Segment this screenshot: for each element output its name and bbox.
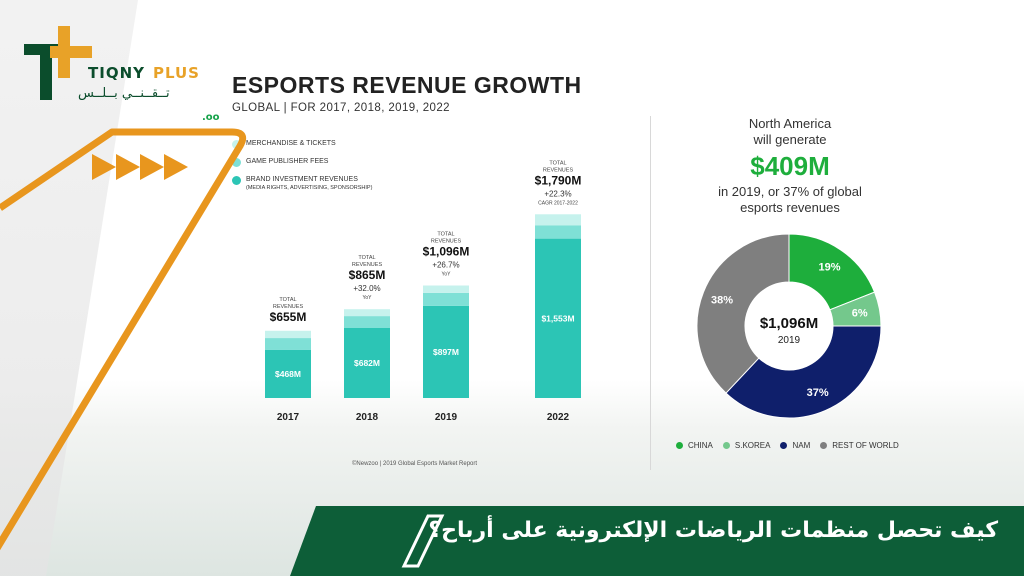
growth-label-2019: +26.7%: [432, 261, 459, 270]
orange-frame-line: [0, 128, 247, 551]
region-donut-chart: 19% 6% 37% 38% $1,096M 2019: [696, 233, 882, 419]
tiqny-plus-logo[interactable]: TIQNY PLUS تــقــنــي بــلــس: [22, 24, 222, 114]
total-caption-2017: TOTAL REVENUES: [273, 297, 304, 310]
legend-label-brand: BRAND INVESTMENT REVENUES: [246, 176, 358, 183]
total-caption-2019: TOTAL REVENUES: [431, 232, 462, 245]
total-caption-2018: TOTAL REVENUES: [352, 255, 383, 268]
growth-note-2018: YoY: [363, 295, 373, 301]
donut-center-year: 2019: [778, 335, 801, 346]
bar-2017-series-1: [265, 338, 311, 350]
bar-2017-series-0: [265, 349, 311, 398]
tiqny-plus-logo-icon: [24, 26, 92, 100]
donut-legend-label-skorea: S.KOREA: [734, 441, 771, 450]
x-tick-label-2017: 2017: [277, 412, 300, 423]
bar-value-label-2019: $897M: [433, 347, 459, 357]
donut-legend-item-nam: NAM: [780, 441, 810, 450]
bar-2019-series-0: [423, 305, 469, 398]
donut-label-s-korea: 6%: [852, 308, 868, 320]
donut-legend-swatch-skorea: [722, 442, 730, 449]
chart-subtitle: GLOBAL | FOR 2017, 2018, 2019, 2022: [232, 102, 450, 114]
legend-item-publisher: GAME PUBLISHER FEES: [232, 158, 372, 167]
logo-arabic-name: تــقــنــي بــلــس: [78, 86, 170, 101]
legend-label-merch: MERCHANDISE & TICKETS: [246, 140, 336, 147]
banner-slash-icon: [401, 514, 445, 568]
donut-legend-swatch-nam: [780, 442, 788, 449]
legend-swatch-brand: [232, 176, 241, 185]
growth-note-2019: YoY: [442, 272, 452, 278]
bar-value-label-2017: $468M: [275, 369, 301, 379]
x-tick-label-2019: 2019: [435, 412, 458, 423]
legend-swatch-publisher: [232, 158, 241, 167]
bar-2019-series-2: [423, 285, 469, 293]
donut-legend-item-row: REST OF WORLD: [820, 441, 899, 450]
total-value-2018: $865M: [349, 268, 386, 282]
total-value-2019: $1,096M: [423, 245, 470, 259]
donut-legend-swatch-china: [676, 442, 683, 449]
na-value: $409M: [750, 151, 830, 181]
bar-2018-series-1: [344, 316, 390, 329]
growth-label-2018: +32.0%: [353, 284, 380, 293]
donut-legend-label-china: CHINA: [688, 441, 713, 450]
bar-value-label-2018: $682M: [354, 358, 380, 368]
logo-wordmark: TIQNY PLUS: [88, 64, 200, 82]
growth-label-2022: +22.3%: [544, 189, 571, 198]
na-line-2: will generate: [753, 132, 827, 147]
arrow-icon-2: [116, 154, 140, 180]
x-tick-label-2022: 2022: [547, 412, 570, 423]
arrow-icon-1: [92, 154, 116, 180]
donut-legend-label-row: REST OF WORLD: [832, 441, 899, 450]
donut-slice-rest-of-world: [696, 233, 790, 394]
donut-center-value: $1,096M: [760, 315, 818, 332]
donut-label-rest-of-world: 38%: [711, 294, 733, 306]
logo-name-left: TIQNY: [88, 64, 145, 82]
legend-sublabel-brand: (MEDIA RIGHTS, ADVERTISING, SPONSORSHIP): [246, 185, 373, 191]
arrow-icon-3: [140, 154, 164, 180]
cropped-fragment-text: .oo: [202, 112, 220, 123]
donut-legend-item-skorea: S.KOREA: [722, 441, 771, 450]
banner-title: كيف تحصل منظمات الرياضات الإلكترونية على…: [428, 518, 998, 543]
panel-divider: [650, 116, 651, 470]
bottom-banner: [290, 506, 1024, 576]
total-value-2022: $1,790M: [535, 173, 582, 187]
logo-name-right: PLUS: [152, 64, 200, 82]
chart-source: ©Newzoo | 2019 Global Esports Market Rep…: [352, 461, 478, 467]
bar-2022-series-1: [535, 225, 581, 239]
bar-2022-series-0: [535, 238, 581, 398]
bar-2017-series-2: [265, 330, 311, 339]
arrow-icon-4: [164, 154, 188, 180]
legend-item-brand: BRAND INVESTMENT REVENUES (MEDIA RIGHTS,…: [232, 176, 372, 191]
legend-label-publisher: GAME PUBLISHER FEES: [246, 158, 329, 165]
donut-legend-item-china: CHINA: [676, 441, 713, 450]
bar-2022-series-2: [535, 214, 581, 226]
na-line-1: North America: [748, 116, 832, 131]
donut-legend-label-nam: NAM: [792, 441, 811, 450]
chart-title: ESPORTS REVENUE GROWTH: [232, 72, 582, 98]
donut-legend-swatch-row: [820, 442, 828, 449]
na-line-4: esports revenues: [740, 200, 840, 215]
orange-arrows-icon: [92, 154, 188, 180]
bar-value-label-2022: $1,553M: [541, 313, 574, 323]
legend-swatch-merch: [232, 140, 241, 149]
total-caption-2022: TOTAL REVENUES: [543, 160, 574, 173]
north-america-callout: North America will generate $409M in 201…: [690, 116, 890, 216]
total-value-2017: $655M: [270, 310, 307, 324]
donut-slice-nam: [725, 325, 882, 419]
x-tick-label-2018: 2018: [356, 412, 379, 423]
bar-2018-series-0: [344, 328, 390, 398]
legend-item-merch: MERCHANDISE & TICKETS: [232, 140, 372, 149]
donut-legend: CHINA S.KOREA NAM REST OF WORLD: [676, 441, 909, 450]
bar-2019-series-1: [423, 292, 469, 306]
na-line-3: in 2019, or 37% of global: [718, 184, 862, 199]
bar-2018-series-2: [344, 309, 390, 317]
donut-label-nam: 37%: [807, 387, 829, 399]
growth-note-2022: CAGR 2017-2022: [538, 200, 578, 206]
bar-legend: MERCHANDISE & TICKETS GAME PUBLISHER FEE…: [232, 140, 372, 200]
donut-label-china: 19%: [818, 261, 840, 273]
